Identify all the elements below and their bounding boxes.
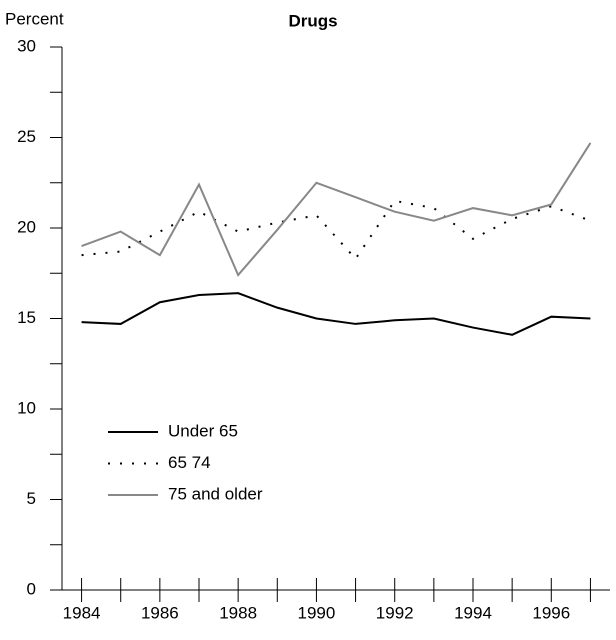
x-tick-label: 1984 [63,603,101,622]
y-tick-label: 5 [27,489,36,508]
y-tick-label: 25 [17,127,36,146]
y-tick-label: 10 [17,398,36,417]
legend-label: 65 74 [168,453,211,472]
x-tick-label: 1986 [141,603,179,622]
legend-label: Under 65 [168,421,238,440]
line-series [81,142,592,277]
legend-label: 75 and older [168,484,263,503]
y-tick-label: 20 [17,217,36,236]
x-tick-label: 1994 [454,603,492,622]
line-series [81,199,591,261]
x-tick-label: 1990 [298,603,336,622]
y-axis-label: Percent [5,9,64,28]
line-series [81,292,591,336]
x-tick-label: 1992 [376,603,414,622]
x-tick-label: 1988 [219,603,257,622]
y-tick-label: 15 [17,308,36,327]
y-tick-label: 0 [27,579,36,598]
y-tick-label: 30 [17,36,36,55]
x-tick-label: 1996 [532,603,570,622]
chart-title: Drugs [288,11,337,30]
